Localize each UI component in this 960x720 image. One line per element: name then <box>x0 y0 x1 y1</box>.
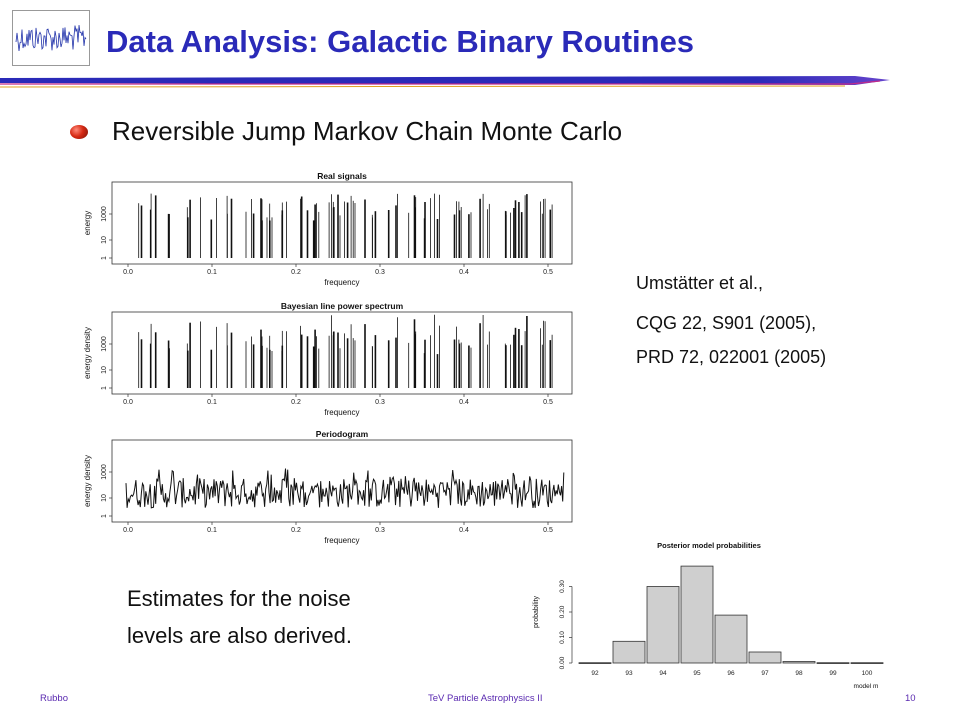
noise-text-line2: levels are also derived. <box>127 623 353 648</box>
y-tick-label: 0.30 <box>559 580 566 593</box>
x-tick-label: 0.2 <box>291 527 301 534</box>
x-tick-label: 0.4 <box>459 269 469 276</box>
category-label: 92 <box>591 670 599 677</box>
y-tick-label: 1000 <box>101 206 108 222</box>
x-axis-label: frequency <box>324 408 359 417</box>
probability-bar <box>680 565 714 664</box>
noise-text-line1: Estimates for the noise <box>127 586 351 611</box>
x-tick-label: 0.1 <box>207 527 217 534</box>
probability-bar <box>782 661 816 664</box>
spectra-panels: Real signals 0.0 0.1 0.2 0.3 0.4 0.5 frequency 1… <box>83 171 573 545</box>
probability-bar <box>748 651 782 664</box>
panel-title: Periodogram <box>316 429 369 439</box>
y-axis-label: energy density <box>83 327 92 379</box>
y-tick-label: 1 <box>101 256 108 260</box>
noise-estimates-text: Estimates for the noise levels are also … <box>127 580 352 654</box>
chart-title: Posterior model probabilities <box>657 541 761 550</box>
x-tick-label: 0.2 <box>291 399 301 406</box>
y-tick-label: 0.00 <box>559 656 566 669</box>
periodogram-trace <box>125 468 565 509</box>
x-tick-label: 0.5 <box>543 399 553 406</box>
x-tick-label: 0.3 <box>375 269 385 276</box>
category-label: 97 <box>761 670 769 677</box>
category-label: 94 <box>659 670 667 677</box>
probability-bar <box>850 662 884 664</box>
y-tick-label: 1000 <box>101 336 108 352</box>
x-tick-label: 0.2 <box>291 269 301 276</box>
probability-bar <box>714 614 748 664</box>
noise-trace-logo-icon <box>12 10 90 66</box>
red-sphere-bullet-icon <box>70 125 88 139</box>
y-axis-label: energy <box>83 211 92 235</box>
category-label: 95 <box>693 670 701 677</box>
x-tick-label: 0.3 <box>375 399 385 406</box>
x-tick-label: 0.0 <box>123 269 133 276</box>
x-tick-label: 0.5 <box>543 269 553 276</box>
panel-frame <box>111 181 573 265</box>
title-divider <box>0 76 890 88</box>
probability-bar <box>646 586 680 664</box>
panel-title: Real signals <box>317 171 367 181</box>
panel-frame <box>111 439 573 523</box>
y-axis-label: energy density <box>83 455 92 507</box>
posterior-model-chart: Posterior model probabilities 92 93 94 95 96 9… <box>533 541 884 690</box>
page-number: 10 <box>905 693 916 704</box>
footer-author: Rubbo <box>40 693 68 704</box>
probability-bar <box>612 640 646 664</box>
y-tick-label: 1000 <box>101 464 108 480</box>
x-tick-label: 0.0 <box>123 527 133 534</box>
bullet-text: Reversible Jump Markov Chain Monte Carlo <box>112 116 623 146</box>
category-label: 96 <box>727 670 735 677</box>
x-tick-label: 0.4 <box>459 399 469 406</box>
panel-frame <box>111 311 573 395</box>
y-axis-label: probability <box>533 596 540 628</box>
x-tick-label: 0.1 <box>207 269 217 276</box>
y-tick-label: 10 <box>101 366 108 374</box>
y-tick-label: 10 <box>101 236 108 244</box>
probability-bar <box>816 662 850 664</box>
y-tick-label: 0.10 <box>559 631 566 644</box>
y-tick-label: 1 <box>101 514 108 518</box>
y-tick-label: 10 <box>101 494 108 502</box>
category-label: 98 <box>795 670 803 677</box>
page-title: Data Analysis: Galactic Binary Routines <box>106 24 695 59</box>
y-tick-label: 0.20 <box>559 605 566 618</box>
category-label: 93 <box>625 670 633 677</box>
footer-title: TeV Particle Astrophysics II <box>428 693 543 704</box>
x-tick-label: 0.0 <box>123 399 133 406</box>
category-label: 100 <box>862 670 873 677</box>
x-tick-label: 0.1 <box>207 399 217 406</box>
citation-authors: Umstätter et al., <box>636 273 764 293</box>
y-tick-label: 1 <box>101 386 108 390</box>
x-tick-label: 0.5 <box>543 527 553 534</box>
x-tick-label: 0.4 <box>459 527 469 534</box>
panel-title: Bayesian line power spectrum <box>281 301 404 311</box>
citation-cqg: CQG 22, S901 (2005), <box>636 313 817 333</box>
category-label: 99 <box>829 670 837 677</box>
x-axis-label: model m <box>854 683 879 690</box>
x-tick-label: 0.3 <box>375 527 385 534</box>
citation-prd: PRD 72, 022001 (2005) <box>636 347 827 367</box>
x-axis-label: frequency <box>324 278 359 287</box>
x-axis-label: frequency <box>324 536 359 545</box>
probability-bar <box>578 662 612 664</box>
